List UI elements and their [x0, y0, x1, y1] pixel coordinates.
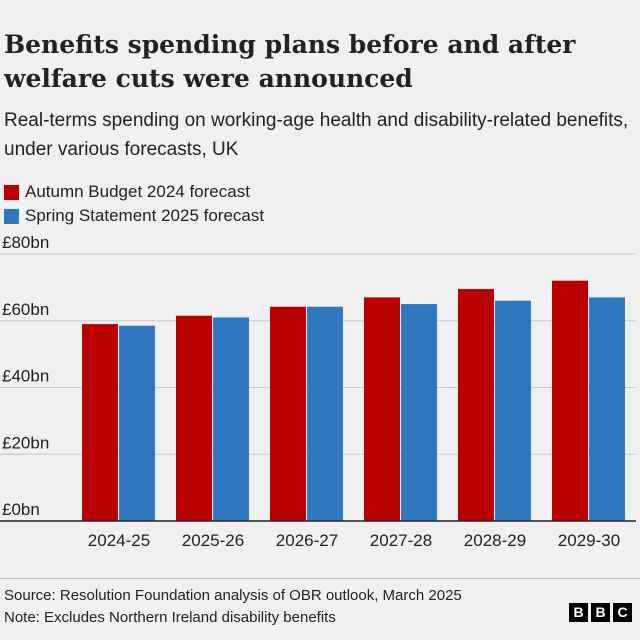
x-tick-label: 2028-29 [464, 531, 526, 550]
bar-autumn [270, 306, 306, 521]
bar-autumn [82, 324, 118, 521]
x-tick-label: 2026-27 [276, 531, 338, 550]
bar-autumn [176, 315, 212, 521]
legend-item-spring: Spring Statement 2025 forecast [4, 204, 264, 228]
note-text: Note: Excludes Northern Ireland disabili… [4, 609, 336, 626]
bar-spring [307, 306, 343, 521]
bar-spring [119, 325, 155, 521]
footer: Source: Resolution Foundation analysis o… [0, 578, 640, 640]
bar-autumn [364, 297, 400, 521]
bar-spring [213, 317, 249, 521]
bar-autumn [458, 289, 494, 521]
legend: Autumn Budget 2024 forecast Spring State… [4, 180, 264, 228]
bar-autumn [552, 280, 588, 521]
logo-letter: B [569, 603, 588, 622]
y-tick-label: £40bn [2, 367, 49, 386]
chart-title: Benefits spending plans before and after… [4, 30, 576, 93]
x-tick-label: 2025-26 [182, 531, 244, 550]
chart-subtitle: Real-terms spending on working-age healt… [4, 110, 629, 160]
legend-swatch-spring [4, 208, 19, 224]
legend-swatch-autumn [4, 184, 19, 200]
logo-letter: C [613, 603, 632, 622]
x-tick-label: 2029-30 [558, 531, 620, 550]
bar-spring [401, 304, 437, 521]
bar-spring [589, 297, 625, 521]
logo-letter: B [591, 603, 610, 622]
y-tick-label: £60bn [2, 300, 49, 319]
y-tick-label: £0bn [2, 500, 40, 519]
bar-chart: £0bn £20bn £40bn £60bn £80bn 2024-25 2025-26 20… [0, 236, 636, 550]
bar-spring [495, 300, 531, 521]
y-tick-label: £20bn [2, 433, 49, 452]
y-tick-label: £80bn [2, 236, 49, 252]
x-tick-label: 2027-28 [370, 531, 432, 550]
bbc-logo: B B C [569, 603, 632, 622]
source-text: Source: Resolution Foundation analysis o… [4, 587, 462, 604]
x-tick-label: 2024-25 [88, 531, 150, 550]
legend-item-autumn: Autumn Budget 2024 forecast [4, 180, 264, 204]
legend-label-spring: Spring Statement 2025 forecast [25, 206, 265, 225]
legend-label-autumn: Autumn Budget 2024 forecast [25, 182, 250, 201]
